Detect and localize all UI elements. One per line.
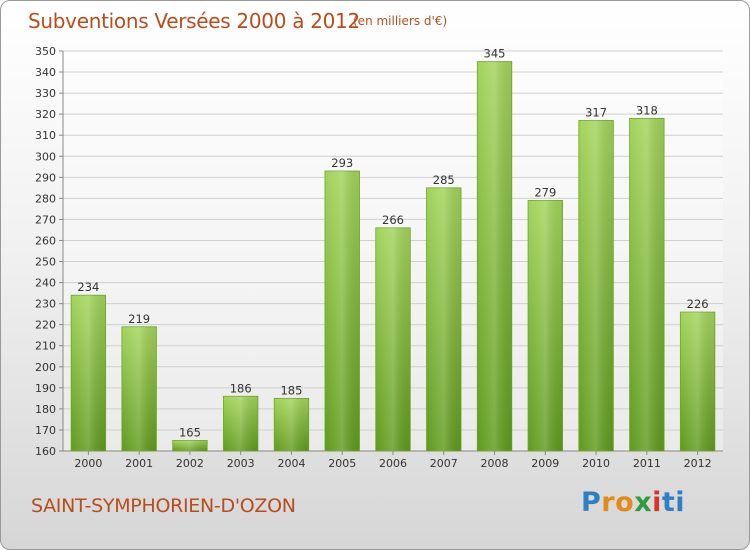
x-tick-label: 2011 <box>633 457 661 470</box>
bar-shade-2011 <box>629 118 665 452</box>
y-tick-label: 230 <box>35 298 56 311</box>
y-tick-label: 260 <box>35 234 56 247</box>
y-tick-label: 220 <box>35 319 56 332</box>
bars-layer <box>70 61 716 452</box>
y-tick-label: 280 <box>35 192 56 205</box>
x-tick-label: 2008 <box>481 457 509 470</box>
data-label-2003: 186 <box>230 381 252 395</box>
logo-letter: P <box>581 487 602 518</box>
y-tick-label: 210 <box>35 340 56 353</box>
x-tick-label: 2000 <box>74 457 102 470</box>
x-tick-label: 2004 <box>277 457 305 470</box>
x-tick-label: 2007 <box>430 457 458 470</box>
bar-shade-2001 <box>121 326 157 451</box>
y-tick-label: 180 <box>35 403 56 416</box>
bar-shade-2005 <box>324 171 360 451</box>
data-label-2008: 345 <box>484 47 506 61</box>
y-tick-label: 330 <box>35 87 56 100</box>
x-tick-label: 2005 <box>328 457 356 470</box>
y-tick-label: 240 <box>35 277 56 290</box>
y-tick-label: 170 <box>35 424 56 437</box>
proxiti-logo: Proxiti <box>581 487 685 518</box>
logo-letter: i <box>652 487 662 518</box>
chart-title: Subventions Versées 2000 à 2012 <box>28 9 360 33</box>
x-tick-label: 2009 <box>531 457 559 470</box>
x-tick-label: 2002 <box>176 457 204 470</box>
bar-shade-2003 <box>223 396 258 451</box>
x-tick-label: 2001 <box>125 457 153 470</box>
y-tick-label: 350 <box>35 45 56 58</box>
y-tick-label: 320 <box>35 108 56 121</box>
data-label-2004: 185 <box>280 383 302 397</box>
data-label-2012: 226 <box>687 297 709 311</box>
y-tick-label: 190 <box>35 382 56 395</box>
x-tick-label: 2012 <box>684 457 712 470</box>
unit-note: (en milliers d'€) <box>353 14 448 28</box>
data-label-2001: 219 <box>128 312 150 326</box>
x-tick-label: 2010 <box>582 457 610 470</box>
axis-layer: 160 170 180 190 200 210 220 230 240 250 260 270 280 2… <box>35 45 723 470</box>
y-tick-label: 250 <box>35 256 56 269</box>
bar-shade-2007 <box>426 187 462 451</box>
bar-shade-2009 <box>528 200 563 451</box>
data-label-2005: 293 <box>331 156 353 170</box>
bar-shade-2008 <box>477 61 512 452</box>
y-tick-label: 310 <box>35 129 56 142</box>
bar-shade-2012 <box>680 312 715 451</box>
logo-letter: o <box>615 487 635 518</box>
y-tick-label: 290 <box>35 171 56 184</box>
data-label-2006: 266 <box>382 213 404 227</box>
bar-shade-2010 <box>578 120 614 451</box>
data-label-2010: 317 <box>585 105 607 119</box>
x-tick-label: 2006 <box>379 457 407 470</box>
x-tick-label: 2003 <box>227 457 255 470</box>
commune-name: SAINT-SYMPHORIEN-D'OZON <box>31 495 296 517</box>
labels-layer: 234 219 165 186 185 293 266 285 345 279 317 318 226 <box>77 47 708 440</box>
bar-shade-2006 <box>375 227 411 451</box>
y-tick-label: 200 <box>35 361 56 374</box>
data-label-2007: 285 <box>433 173 455 187</box>
logo-letter: x <box>634 487 653 518</box>
bar-shade-2000 <box>71 295 106 451</box>
data-label-2011: 318 <box>636 103 658 117</box>
y-tick-label: 340 <box>35 66 56 79</box>
data-label-2009: 279 <box>534 185 556 199</box>
bar-shade-2002 <box>172 440 208 451</box>
logo-letter: ti <box>661 487 686 518</box>
y-tick-label: 160 <box>35 445 56 458</box>
y-tick-label: 300 <box>35 150 56 163</box>
y-tick-label: 270 <box>35 213 56 226</box>
data-label-2002: 165 <box>179 425 201 439</box>
bar-shade-2004 <box>274 398 309 451</box>
data-label-2000: 234 <box>77 280 99 294</box>
logo-letter: r <box>601 487 616 518</box>
